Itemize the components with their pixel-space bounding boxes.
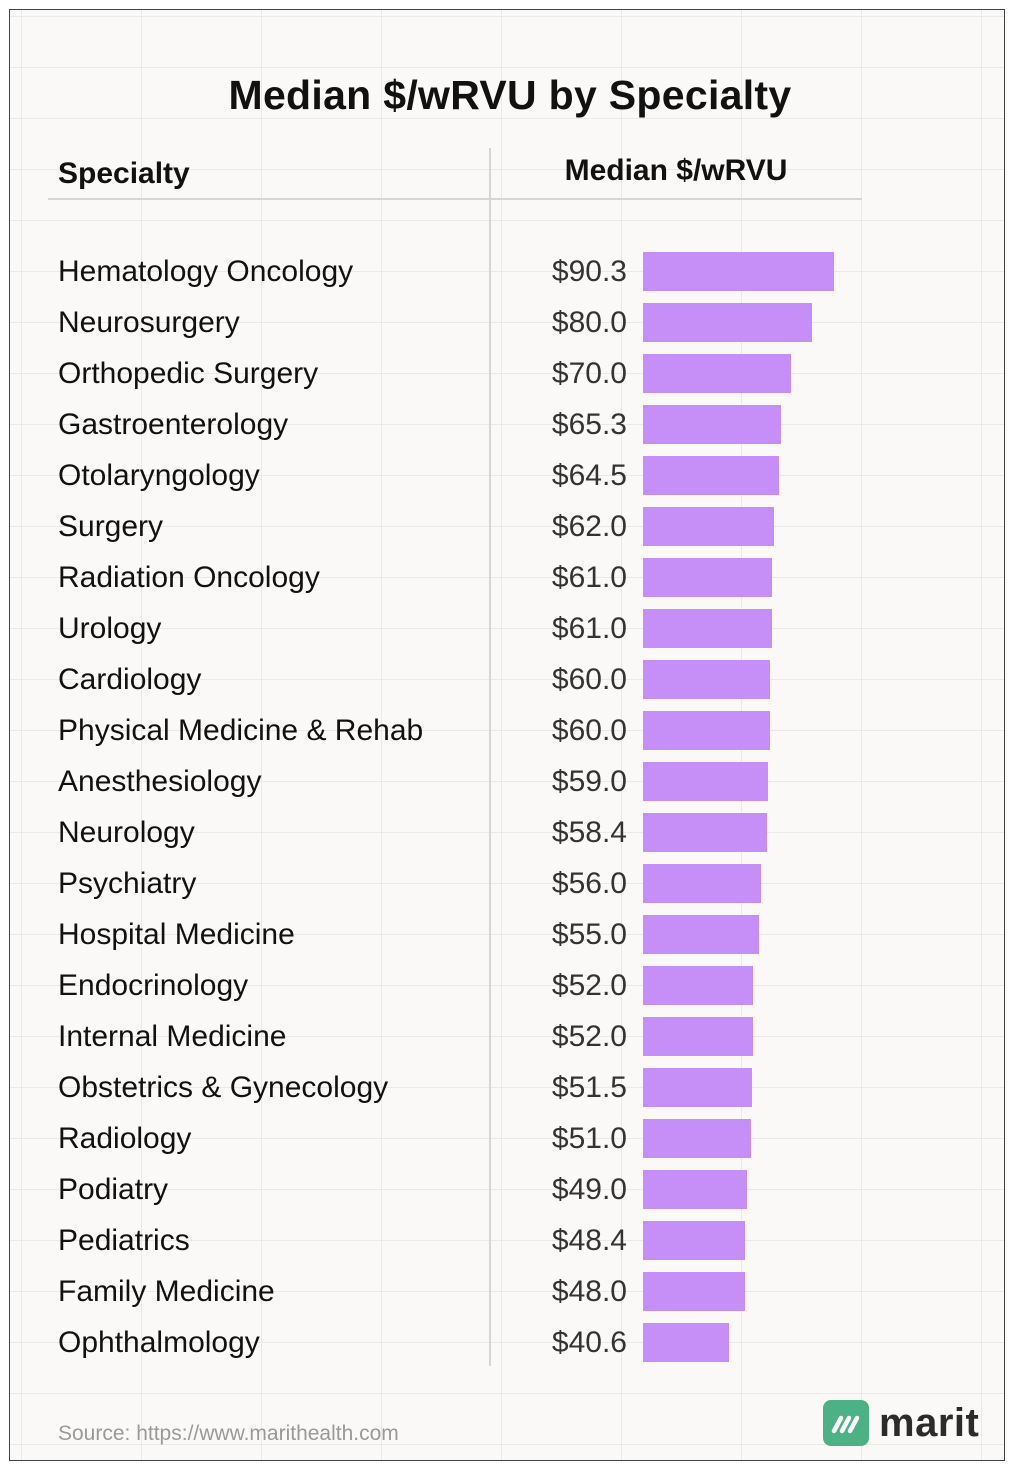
category-label: Cardiology bbox=[58, 663, 202, 696]
category-label: Surgery bbox=[58, 510, 164, 543]
column-divider bbox=[489, 148, 491, 1366]
bar bbox=[643, 966, 753, 1005]
chart-row: Ophthalmology $40.6 bbox=[0, 1317, 1020, 1368]
chart-row: Orthopedic Surgery $70.0 bbox=[0, 348, 1020, 399]
value-label: $55.0 bbox=[551, 918, 627, 951]
category-label: Orthopedic Surgery bbox=[58, 357, 319, 390]
value-label: $40.6 bbox=[551, 1326, 627, 1359]
bar bbox=[643, 558, 772, 597]
bar bbox=[643, 252, 834, 291]
value-label: $62.0 bbox=[551, 510, 627, 543]
category-label: Neurology bbox=[58, 816, 195, 849]
bar bbox=[643, 354, 791, 393]
source-note: Source: https://www.marithealth.com bbox=[58, 1422, 399, 1445]
category-label: Hematology Oncology bbox=[58, 255, 354, 288]
value-label: $70.0 bbox=[551, 357, 627, 390]
category-label: Neurosurgery bbox=[58, 306, 240, 339]
chart-row: Family Medicine $48.0 bbox=[0, 1266, 1020, 1317]
chart-row: Hematology Oncology $90.3 bbox=[0, 246, 1020, 297]
category-label: Urology bbox=[58, 612, 162, 645]
category-label: Physical Medicine & Rehab bbox=[58, 714, 424, 747]
column-header-specialty: Specialty bbox=[58, 157, 190, 190]
chart-row: Otolaryngology $64.5 bbox=[0, 450, 1020, 501]
bar bbox=[643, 711, 770, 750]
value-label: $65.3 bbox=[551, 408, 627, 441]
value-label: $61.0 bbox=[551, 561, 627, 594]
chart-row: Internal Medicine $52.0 bbox=[0, 1011, 1020, 1062]
category-label: Obstetrics & Gynecology bbox=[58, 1071, 389, 1104]
marit-logo-icon bbox=[823, 1400, 869, 1446]
category-label: Anesthesiology bbox=[58, 765, 262, 798]
value-label: $64.5 bbox=[551, 459, 627, 492]
chart-row: Radiology $51.0 bbox=[0, 1113, 1020, 1164]
category-label: Podiatry bbox=[58, 1173, 169, 1206]
bar bbox=[643, 915, 759, 954]
bar bbox=[643, 507, 774, 546]
chart-frame bbox=[9, 9, 1005, 1461]
bar bbox=[643, 864, 761, 903]
category-label: Pediatrics bbox=[58, 1224, 190, 1257]
header-divider bbox=[48, 198, 862, 200]
value-label: $48.4 bbox=[551, 1224, 627, 1257]
bar bbox=[643, 456, 779, 495]
value-label: $61.0 bbox=[551, 612, 627, 645]
category-label: Gastroenterology bbox=[58, 408, 289, 441]
value-label: $80.0 bbox=[551, 306, 627, 339]
value-label: $51.5 bbox=[551, 1071, 627, 1104]
value-label: $52.0 bbox=[551, 969, 627, 1002]
value-label: $90.3 bbox=[551, 255, 627, 288]
value-label: $48.0 bbox=[551, 1275, 627, 1308]
category-label: Psychiatry bbox=[58, 867, 197, 900]
category-label: Hospital Medicine bbox=[58, 918, 295, 951]
bar bbox=[643, 1323, 729, 1362]
value-label: $51.0 bbox=[551, 1122, 627, 1155]
chart-row: Anesthesiology $59.0 bbox=[0, 756, 1020, 807]
category-label: Internal Medicine bbox=[58, 1020, 287, 1053]
value-label: $60.0 bbox=[551, 714, 627, 747]
bar bbox=[643, 1119, 751, 1158]
bar bbox=[643, 813, 767, 852]
category-label: Radiology bbox=[58, 1122, 192, 1155]
bar bbox=[643, 1017, 753, 1056]
chart-title: Median $/wRVU by Specialty bbox=[228, 72, 792, 118]
chart-row: Urology $61.0 bbox=[0, 603, 1020, 654]
value-label: $58.4 bbox=[551, 816, 627, 849]
category-label: Otolaryngology bbox=[58, 459, 260, 492]
chart-row: Pediatrics $48.4 bbox=[0, 1215, 1020, 1266]
category-label: Family Medicine bbox=[58, 1275, 275, 1308]
chart-row: Obstetrics & Gynecology $51.5 bbox=[0, 1062, 1020, 1113]
chart-row: Endocrinology $52.0 bbox=[0, 960, 1020, 1011]
bar bbox=[643, 660, 770, 699]
category-label: Radiation Oncology bbox=[58, 561, 320, 594]
category-label: Ophthalmology bbox=[58, 1326, 260, 1359]
chart-row: Hospital Medicine $55.0 bbox=[0, 909, 1020, 960]
chart-row: Physical Medicine & Rehab $60.0 bbox=[0, 705, 1020, 756]
bar bbox=[643, 1068, 752, 1107]
bar bbox=[643, 762, 768, 801]
marit-logo: marit bbox=[823, 1400, 979, 1446]
bar bbox=[643, 609, 772, 648]
chart-row: Neurology $58.4 bbox=[0, 807, 1020, 858]
chart-row: Gastroenterology $65.3 bbox=[0, 399, 1020, 450]
value-label: $60.0 bbox=[551, 663, 627, 696]
value-label: $52.0 bbox=[551, 1020, 627, 1053]
chart-row: Neurosurgery $80.0 bbox=[0, 297, 1020, 348]
bar bbox=[643, 1221, 745, 1260]
chart-row: Psychiatry $56.0 bbox=[0, 858, 1020, 909]
value-label: $59.0 bbox=[551, 765, 627, 798]
bar bbox=[643, 303, 812, 342]
bar bbox=[643, 405, 781, 444]
bar bbox=[643, 1272, 745, 1311]
chart-row: Surgery $62.0 bbox=[0, 501, 1020, 552]
category-label: Endocrinology bbox=[58, 969, 249, 1002]
column-header-median: Median $/wRVU bbox=[564, 154, 788, 187]
bar bbox=[643, 1170, 747, 1209]
chart-row: Radiation Oncology $61.0 bbox=[0, 552, 1020, 603]
marit-logo-text: marit bbox=[879, 1400, 980, 1445]
value-label: $49.0 bbox=[551, 1173, 627, 1206]
chart-row: Cardiology $60.0 bbox=[0, 654, 1020, 705]
chart-row: Podiatry $49.0 bbox=[0, 1164, 1020, 1215]
value-label: $56.0 bbox=[551, 867, 627, 900]
